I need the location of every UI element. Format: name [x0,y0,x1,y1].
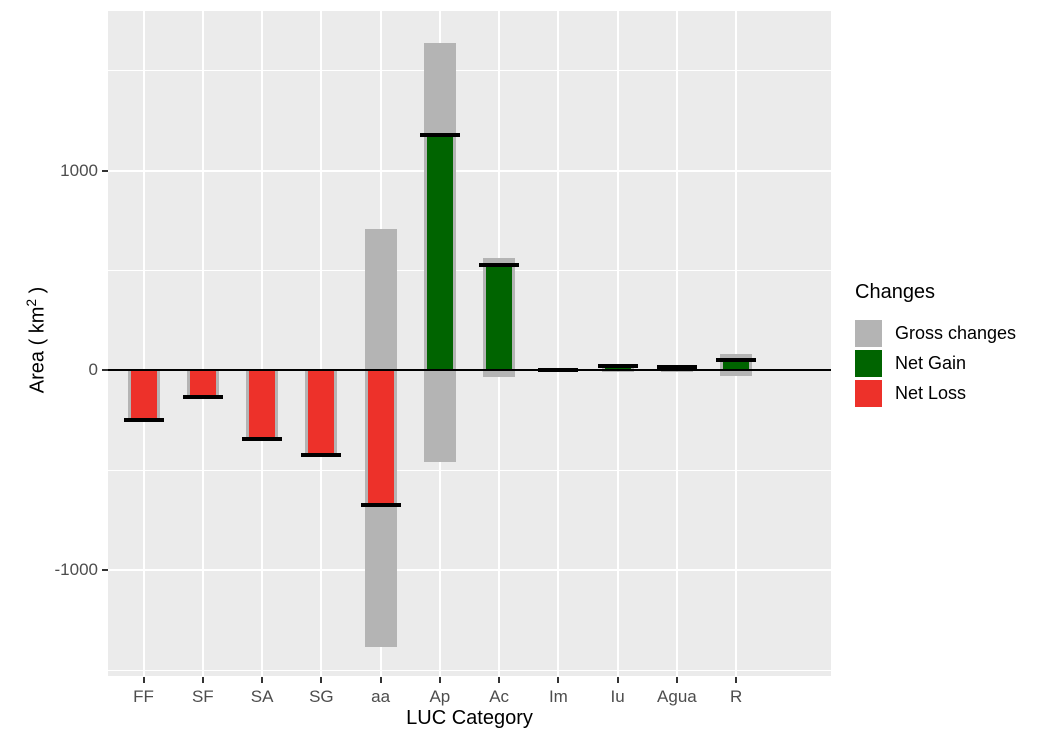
legend-item-net-loss: Net Loss [855,380,1016,407]
net-crossbar-ff [123,418,164,423]
net-crossbar-aa [360,503,401,508]
y-major-gridline [108,569,831,572]
net-crossbar-agua [656,365,697,370]
y-axis-title-superscript: 2 [24,298,39,307]
x-tick-mark [557,677,560,683]
legend-swatch-net-gain [855,350,882,377]
bar-net-ac [486,264,513,371]
y-minor-gridline [108,469,831,471]
zero-line [108,369,831,372]
x-tick-mark [142,677,145,683]
net-crossbar-ac [479,262,520,267]
legend-items: Gross changes Net Gain Net Loss [855,320,1016,407]
x-tick-label-r: R [730,687,743,706]
y-tick-mark [102,169,108,172]
x-tick-mark [261,677,264,683]
net-crossbar-sg [301,453,342,458]
x-tick-label-sa: SA [250,687,274,706]
x-major-gridline [675,11,678,676]
bar-net-ff [130,370,157,421]
legend-swatch-gross-changes [855,320,882,347]
y-axis-title-suffix: ) [26,286,49,299]
x-major-gridline [201,11,204,676]
net-crossbar-ap [419,132,460,137]
legend-label-net-gain: Net Gain [895,353,967,373]
y-tick-label: 1000 [60,160,98,180]
x-tick-mark [675,677,678,683]
net-crossbar-sa [242,437,283,442]
x-axis-title: LUC Category [406,707,533,729]
y-tick-label: -1000 [54,560,98,580]
net-crossbar-sf [182,395,223,400]
x-tick-mark [438,677,441,683]
x-tick-label-ac: Ac [489,687,510,706]
bar-net-ap [426,134,453,371]
y-tick-mark [102,569,108,572]
bar-net-sa [249,370,276,440]
y-axis-title-text: Area ( km [26,306,49,394]
y-minor-gridline [108,70,831,72]
x-tick-mark [379,677,382,683]
y-tick-mark [102,369,108,372]
x-tick-label-sg: SG [309,687,334,706]
x-tick-label-aa: aa [371,687,391,706]
legend-item-net-gain: Net Gain [855,350,1016,377]
y-minor-gridline [108,270,831,272]
y-major-gridline [108,169,831,172]
net-crossbar-iu [597,364,638,369]
net-crossbar-r [716,357,757,362]
x-major-gridline [261,11,264,676]
x-major-gridline [616,11,619,676]
legend-item-gross-changes: Gross changes [855,320,1016,347]
x-tick-mark [320,677,323,683]
y-minor-gridline [108,669,831,671]
bar-net-sf [189,370,216,398]
plot-panel [108,11,831,676]
x-tick-mark [498,677,501,683]
bar-net-r [723,359,750,371]
x-tick-label-ff: FF [133,687,154,706]
x-tick-mark [201,677,204,683]
bar-net-aa [367,370,394,506]
legend: Changes Gross changes Net Gain Net Loss [855,281,1016,410]
x-major-gridline [320,11,323,676]
y-axis-title: Area ( km2 ) [20,240,49,440]
x-major-gridline [557,11,560,676]
bar-net-iu [604,366,631,371]
x-tick-label-iu: Iu [610,687,625,706]
legend-label-gross-changes: Gross changes [895,323,1017,343]
legend-swatch-net-loss [855,380,882,407]
legend-label-net-loss: Net Loss [895,383,967,403]
x-tick-label-agua: Agua [657,687,697,706]
bar-net-sg [308,370,335,456]
net-crossbar-im [538,368,579,373]
x-tick-mark [735,677,738,683]
x-tick-label-im: Im [548,687,568,706]
x-tick-label-ap: Ap [429,687,451,706]
legend-title: Changes [855,281,936,303]
x-major-gridline [142,11,145,676]
y-tick-label: 0 [88,360,98,380]
x-major-gridline [735,11,738,676]
x-tick-mark [616,677,619,683]
x-tick-label-sf: SF [191,687,214,706]
